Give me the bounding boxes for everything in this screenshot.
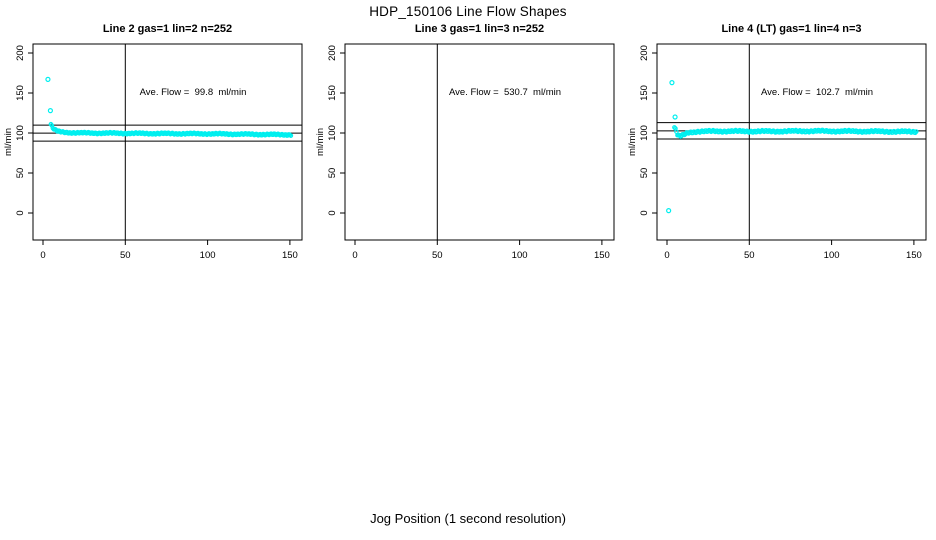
y-axis-label: ml/min: [315, 128, 326, 156]
panel-line4-title: Line 4 (LT) gas=1 lin=4 n=3: [721, 23, 862, 35]
y-tick-label: 50: [639, 168, 650, 179]
y-tick-label: 200: [327, 45, 338, 61]
y-axis-label: ml/min: [627, 128, 638, 156]
x-tick-label: 0: [352, 250, 357, 261]
x-tick-label: 50: [120, 250, 131, 261]
panel-line2-plot-canvas: 0 50 100 150 0 50 100 150 200 ml/min: [3, 43, 303, 261]
y-tick-label: 100: [15, 125, 26, 141]
figure-title: HDP_150106 Line Flow Shapes: [369, 4, 567, 19]
outlier-point: [669, 79, 675, 86]
x-tick-label: 150: [906, 250, 922, 261]
data-point: [913, 129, 919, 134]
panel-line2: Line 2 gas=1 lin=2 n=252 Ave. Flow = 99.…: [0, 20, 312, 270]
data-points: [666, 79, 919, 214]
panel-line3-title: Line 3 gas=1 lin=3 n=252: [414, 23, 545, 35]
x-tick-label: 100: [512, 250, 528, 261]
x-tick-label: 50: [744, 250, 755, 261]
plot-box: [656, 43, 927, 241]
y-tick-label: 100: [639, 125, 650, 141]
panel-line4: Line 4 (LT) gas=1 lin=4 n=3 Ave. Flow = …: [624, 20, 936, 270]
y-tick-label: 100: [327, 125, 338, 141]
outlier-point: [666, 208, 672, 214]
y-axis-label: ml/min: [3, 128, 14, 156]
y-tick-label: 150: [327, 85, 338, 101]
x-tick-label: 150: [594, 250, 610, 261]
y-tick-label: 200: [639, 45, 650, 61]
panel-line4-ave-flow-label: Ave. Flow = 102.7 ml/min: [760, 87, 874, 98]
plot-box: [344, 43, 615, 241]
y-tick-label: 0: [15, 210, 26, 215]
y-tick-label: 50: [327, 168, 338, 179]
x-tick-label: 50: [432, 250, 443, 261]
y-tick-label: 200: [15, 45, 26, 61]
y-tick-label: 150: [15, 85, 26, 101]
panel-line3: Line 3 gas=1 lin=3 n=252 Ave. Flow = 530…: [312, 20, 624, 270]
x-axis-label: Jog Position (1 second resolution): [370, 511, 566, 526]
y-tick-label: 0: [327, 210, 338, 215]
x-tick-label: 0: [664, 250, 669, 261]
panel-line3-ave-flow-label: Ave. Flow = 530.7 ml/min: [448, 87, 562, 98]
panel-line3-plot-canvas: 0 50 100 150 0 50 100 150 200 ml/min: [315, 43, 615, 261]
panel-line4-plot-canvas: 0 50 100 150 0 50 100 150 200 ml/min: [627, 43, 927, 261]
x-tick-label: 150: [282, 250, 298, 261]
outlier-point: [45, 76, 51, 83]
panel-line2-ave-flow-label: Ave. Flow = 99.8 ml/min: [139, 87, 247, 98]
x-tick-label: 100: [200, 250, 216, 261]
panel-line2-title: Line 2 gas=1 lin=2 n=252: [102, 23, 233, 35]
outlier-point: [47, 107, 54, 114]
y-tick-label: 50: [15, 168, 26, 179]
data-points: [45, 76, 294, 138]
x-tick-label: 100: [824, 250, 840, 261]
y-tick-label: 150: [639, 85, 650, 101]
x-tick-label: 0: [40, 250, 45, 261]
plot-box: [32, 43, 303, 241]
y-tick-label: 0: [639, 210, 650, 215]
data-point: [288, 133, 294, 138]
outlier-point: [672, 114, 678, 120]
